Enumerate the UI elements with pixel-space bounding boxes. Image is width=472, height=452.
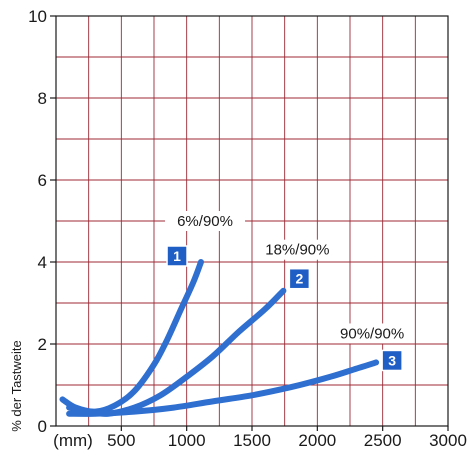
- series-marker-badge-2: [288, 267, 311, 290]
- series-name-background: [332, 323, 413, 344]
- y-axis-label: % der Tastweite: [9, 340, 24, 432]
- x-tick-label: 1000: [168, 431, 206, 450]
- x-tick-label: 2000: [298, 431, 336, 450]
- series-name-label-3: 90%/90%: [340, 325, 404, 342]
- y-tick-label: 6: [38, 171, 47, 190]
- series-name-label-1: 6%/90%: [177, 213, 233, 230]
- y-tick-label: 8: [38, 89, 47, 108]
- grid: [56, 16, 448, 426]
- series-marker-badge-3: [381, 349, 403, 372]
- label-group: 6%/90% 1 18%/90% 2 90%/90% 3: [165, 211, 413, 372]
- series-marker-number-3: 3: [388, 352, 396, 368]
- x-tick-label: 2500: [364, 431, 402, 450]
- series-line-3: [66, 359, 380, 417]
- series-group: [59, 259, 380, 417]
- axes: 0 2 4 6 8 10 500 1000 1500 2000 2500 3000 (mm) % der …: [9, 7, 467, 450]
- x-tick-label: 500: [107, 431, 135, 450]
- x-unit-label: (mm): [53, 431, 93, 450]
- x-tick-label: 3000: [429, 431, 467, 450]
- y-tick-label: 4: [38, 253, 47, 272]
- y-tick-label: 10: [28, 7, 47, 26]
- series-marker-badge-1: [166, 245, 188, 267]
- series-line-1: [59, 259, 204, 415]
- y-tick-label: 0: [38, 417, 47, 436]
- y-tick-label: 2: [38, 335, 47, 354]
- series-marker-number-2: 2: [295, 271, 303, 287]
- series-name-background: [257, 239, 338, 260]
- x-tick-label: 1500: [233, 431, 271, 450]
- series-name-background: [165, 211, 246, 231]
- series-marker-number-1: 1: [173, 248, 181, 264]
- series-name-label-2: 18%/90%: [265, 242, 329, 259]
